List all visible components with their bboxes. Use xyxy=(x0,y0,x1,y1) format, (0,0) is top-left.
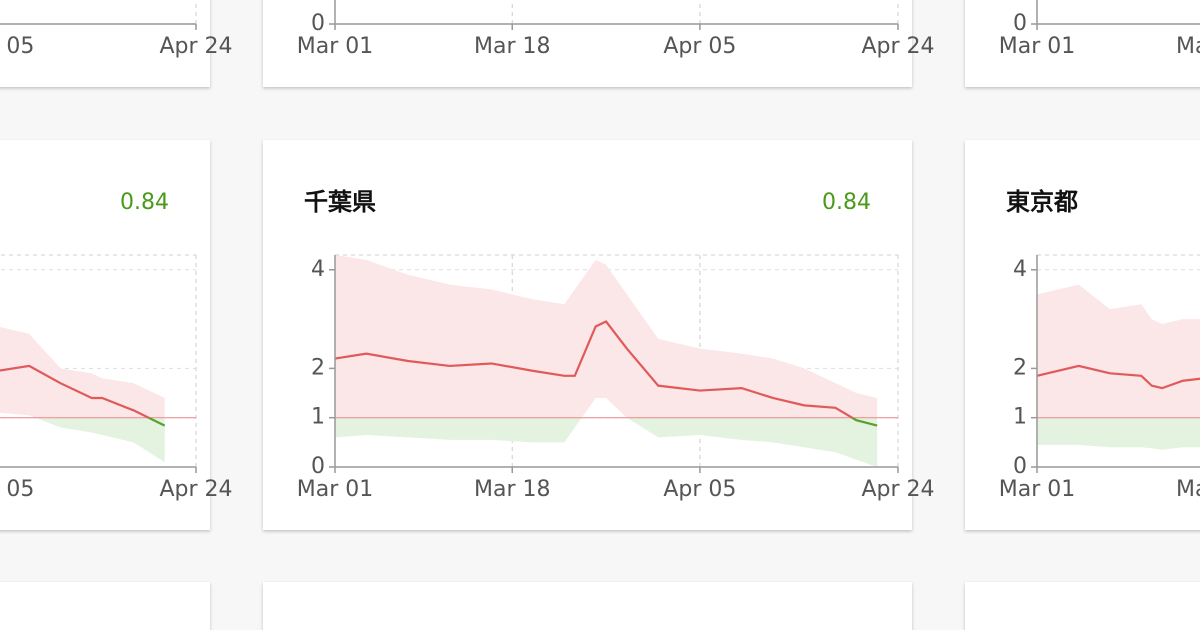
trend-line xyxy=(334,320,855,418)
latest-value: 0.84 xyxy=(822,190,871,215)
confidence-band xyxy=(35,417,165,463)
y-tick-label: 0 xyxy=(1013,11,1027,36)
chart-card: 千葉県 0.84 Mar 01 Mar 18 Apr 05 Apr 24 0 1 2 4 xyxy=(263,140,935,530)
x-tick-label: Mar 18 xyxy=(474,34,550,59)
x-tick-label: Apr 05 xyxy=(0,34,34,59)
confidence-band xyxy=(335,255,878,418)
confidence-band xyxy=(1037,417,1200,450)
trend-line xyxy=(0,364,152,418)
card-title: 東京都 xyxy=(1006,188,1078,216)
y-tick-label: 2 xyxy=(1013,355,1027,380)
chart-card: 東京都 Mar 01 Mar 18 0 1 2 4 xyxy=(965,140,1200,530)
y-tick-label: 0 xyxy=(311,11,325,36)
card-title: 千葉県 xyxy=(304,188,376,216)
latest-value: 0.84 xyxy=(120,190,169,215)
x-tick-label: Apr 24 xyxy=(159,34,232,59)
y-tick-label: 0 xyxy=(311,454,325,479)
x-tick-label: Mar 18 xyxy=(1176,34,1200,59)
x-tick-label: Apr 05 xyxy=(663,477,736,502)
confidence-band xyxy=(1037,284,1200,418)
card xyxy=(263,582,912,630)
confidence-band xyxy=(335,417,878,467)
x-tick-label: Mar 01 xyxy=(999,477,1076,502)
y-tick-label: 1 xyxy=(311,405,325,430)
x-tick-label: Mar 01 xyxy=(297,477,374,502)
x-tick-label: Mar 01 xyxy=(999,34,1076,59)
x-tick-label: Mar 18 xyxy=(1176,477,1200,502)
x-tick-label: Apr 05 xyxy=(0,477,34,502)
x-tick-label: Apr 05 xyxy=(663,34,736,59)
card xyxy=(0,582,210,630)
card-background xyxy=(0,0,210,87)
x-tick-label: Mar 01 xyxy=(297,34,374,59)
y-tick-label: 2 xyxy=(311,355,325,380)
x-tick-label: Apr 24 xyxy=(159,477,232,502)
card-background xyxy=(263,0,912,87)
x-tick-label: Mar 18 xyxy=(474,477,550,502)
y-tick-label: 4 xyxy=(1013,257,1027,282)
confidence-band xyxy=(0,326,165,418)
card-background xyxy=(0,140,210,530)
card-background xyxy=(965,0,1200,87)
chart-card: Apr 05 Apr 24 xyxy=(0,0,233,87)
card xyxy=(965,582,1200,630)
x-tick-label: Apr 24 xyxy=(861,477,934,502)
y-tick-label: 1 xyxy=(1013,405,1027,430)
chart-card: Mar 01 Mar 18 Apr 05 Apr 24 0 xyxy=(263,0,935,87)
trend-line xyxy=(1036,364,1200,390)
y-tick-label: 4 xyxy=(311,257,325,282)
chart-card: Mar 01 Mar 18 0 xyxy=(965,0,1200,87)
y-tick-label: 0 xyxy=(1013,454,1027,479)
x-tick-label: Apr 24 xyxy=(861,34,934,59)
